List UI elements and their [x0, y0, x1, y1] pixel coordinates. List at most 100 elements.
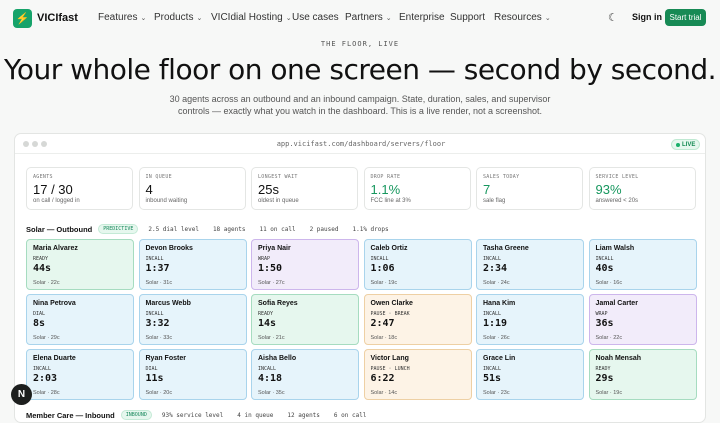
agent-campaign: Solar · 24c — [483, 280, 510, 286]
agent-card[interactable]: Devon Brooks INCALL 1:37 Solar · 31c — [138, 239, 247, 290]
agent-duration: 44s — [33, 263, 52, 274]
stat-card: IN QUEUE 4 inbound waiting — [138, 167, 246, 210]
agent-name: Liam Walsh — [595, 245, 635, 252]
assistant-fab-button[interactable]: N — [11, 384, 32, 405]
agent-state: INCALL — [483, 366, 502, 372]
stat-value: 93% — [595, 182, 622, 197]
window-dot-icon — [32, 141, 38, 147]
agent-state: INCALL — [145, 256, 164, 262]
agent-card[interactable]: Sofia Reyes READY 14s Solar · 21c — [251, 294, 359, 345]
group-name: Member Care — Inbound — [26, 410, 115, 420]
hero-title: Your whole floor on one screen — second … — [3, 53, 717, 86]
agent-card[interactable]: Owen Clarke PAUSE · BREAK 2:47 Solar · 18c — [363, 294, 472, 345]
top-nav: ⚡ VICIfast Features ⌄ Products ⌄ VICIdial Ho… — [0, 0, 720, 36]
agent-campaign: Solar · 19c — [595, 390, 623, 396]
agent-state: INCALL — [483, 256, 502, 262]
stat-label: AGENTS — [33, 174, 53, 180]
agent-name: Grace Lin — [483, 355, 516, 362]
agent-card[interactable]: Maria Alvarez READY 44s Solar · 22c — [26, 239, 134, 290]
nav-item-features[interactable]: Features ⌄ — [98, 12, 146, 23]
agent-card[interactable]: Victor Lang PAUSE · LUNCH 6:22 Solar · 14c — [363, 349, 472, 400]
agent-card[interactable]: Noah Mensah READY 29s Solar · 19c — [588, 349, 697, 400]
agent-card[interactable]: Liam Walsh INCALL 40s Solar · 16c — [588, 239, 697, 290]
sign-in-link[interactable]: Sign in — [632, 12, 662, 22]
agent-campaign: Solar · 21c — [258, 335, 285, 341]
stat-value: 7 — [483, 182, 491, 197]
agent-name: Devon Brooks — [145, 245, 193, 252]
live-badge-label: LIVE — [682, 141, 696, 148]
agent-state: WRAP — [595, 311, 608, 317]
agent-campaign: Solar · 23c — [483, 390, 510, 396]
brand-name[interactable]: VICIfast — [37, 12, 78, 24]
stat-label: DROP RATE — [370, 174, 401, 180]
group-meta-item: 2.5 dial level — [148, 225, 199, 233]
group-name: Solar — Outbound — [26, 224, 93, 234]
nav-item-support[interactable]: Support — [450, 12, 485, 23]
agent-campaign: Solar · 28c — [33, 390, 60, 396]
group-mode-badge: PREDICTIVE — [98, 224, 139, 234]
nav-item-enterprise[interactable]: Enterprise — [399, 12, 445, 23]
agent-name: Maria Alvarez — [33, 245, 78, 252]
stat-card: LONGEST WAIT 25s oldest in queue — [251, 167, 358, 210]
dashboard-window: app.vicifast.com/dashboard/servers/floor… — [14, 133, 706, 423]
agent-card[interactable]: Caleb Ortiz INCALL 1:06 Solar · 19c — [363, 239, 472, 290]
agent-card[interactable]: Hana Kim INCALL 1:19 Solar · 26c — [476, 294, 584, 345]
nav-item-label: Features — [98, 12, 138, 23]
chevron-down-icon: ⌄ — [285, 15, 292, 22]
agent-campaign: Solar · 20c — [145, 390, 173, 396]
agent-state: INCALL — [370, 256, 389, 262]
agent-duration: 2:34 — [483, 263, 508, 274]
agent-state: PAUSE · BREAK — [370, 311, 410, 317]
stat-card: DROP RATE 1.1% FCC line at 3% — [363, 167, 471, 210]
agent-duration: 1:19 — [483, 318, 508, 329]
group-meta-item: 11 on call — [259, 225, 296, 233]
agent-campaign: Solar · 19c — [370, 280, 398, 286]
agent-card[interactable]: Grace Lin INCALL 51s Solar · 23c — [476, 349, 584, 400]
stat-value: 1.1% — [370, 182, 401, 197]
agent-duration: 29s — [595, 373, 614, 384]
stat-note: inbound waiting — [145, 198, 188, 204]
nav-item-resources[interactable]: Resources ⌄ — [494, 12, 551, 23]
agent-duration: 1:06 — [370, 263, 395, 274]
agent-duration: 6:22 — [370, 373, 395, 384]
agent-campaign: Solar · 22c — [33, 280, 60, 286]
agent-name: Aisha Bello — [258, 355, 297, 362]
agent-card[interactable]: Ryan Foster DIAL 11s Solar · 20c — [138, 349, 247, 400]
agent-card[interactable]: Marcus Webb INCALL 3:32 Solar · 33c — [138, 294, 247, 345]
agent-name: Owen Clarke — [370, 300, 413, 307]
moon-icon[interactable]: ☾ — [608, 12, 618, 24]
nav-item-partners[interactable]: Partners ⌄ — [345, 12, 392, 23]
stat-value: 17 / 30 — [33, 182, 73, 197]
agent-duration: 2:47 — [370, 318, 395, 329]
agent-duration: 1:37 — [145, 263, 170, 274]
nav-item-label: VICIdial Hosting — [211, 12, 283, 23]
agent-state: DIAL — [145, 366, 158, 372]
agent-card[interactable]: Tasha Greene INCALL 2:34 Solar · 24c — [476, 239, 584, 290]
agent-state: INCALL — [483, 311, 502, 317]
agent-state: INCALL — [258, 366, 277, 372]
agent-name: Nina Petrova — [33, 300, 76, 307]
agent-state: INCALL — [595, 256, 614, 262]
group-meta-item: 1.1% drops — [352, 225, 389, 233]
agent-state: INCALL — [145, 311, 164, 317]
agent-state: READY — [33, 256, 49, 262]
agent-card[interactable]: Priya Nair WRAP 1:50 Solar · 27c — [251, 239, 359, 290]
nav-item-vicidial-hosting[interactable]: VICIdial Hosting ⌄ — [211, 12, 292, 23]
start-trial-button[interactable]: Start trial — [665, 9, 706, 26]
nav-item-use-cases[interactable]: Use cases — [292, 12, 339, 23]
agent-state: INCALL — [33, 366, 52, 372]
chevron-down-icon: ⌄ — [140, 15, 147, 22]
agent-duration: 40s — [595, 263, 614, 274]
agent-card[interactable]: Aisha Bello INCALL 4:18 Solar · 35c — [251, 349, 359, 400]
vicifast-logo-icon[interactable]: ⚡ — [13, 9, 32, 28]
agent-card[interactable]: Jamal Carter WRAP 36s Solar · 22c — [588, 294, 697, 345]
agent-campaign: Solar · 26c — [483, 335, 510, 341]
agent-card[interactable]: Nina Petrova DIAL 8s Solar · 29c — [26, 294, 134, 345]
stat-note: sale flag — [483, 198, 506, 204]
nav-item-products[interactable]: Products ⌄ — [154, 12, 202, 23]
window-titlebar: app.vicifast.com/dashboard/servers/floor… — [15, 134, 705, 154]
agent-duration: 1:50 — [258, 263, 283, 274]
agent-card[interactable]: Elena Duarte INCALL 2:03 Solar · 28c — [26, 349, 134, 400]
stat-note: FCC line at 3% — [370, 198, 411, 204]
agent-campaign: Solar · 33c — [145, 335, 173, 341]
